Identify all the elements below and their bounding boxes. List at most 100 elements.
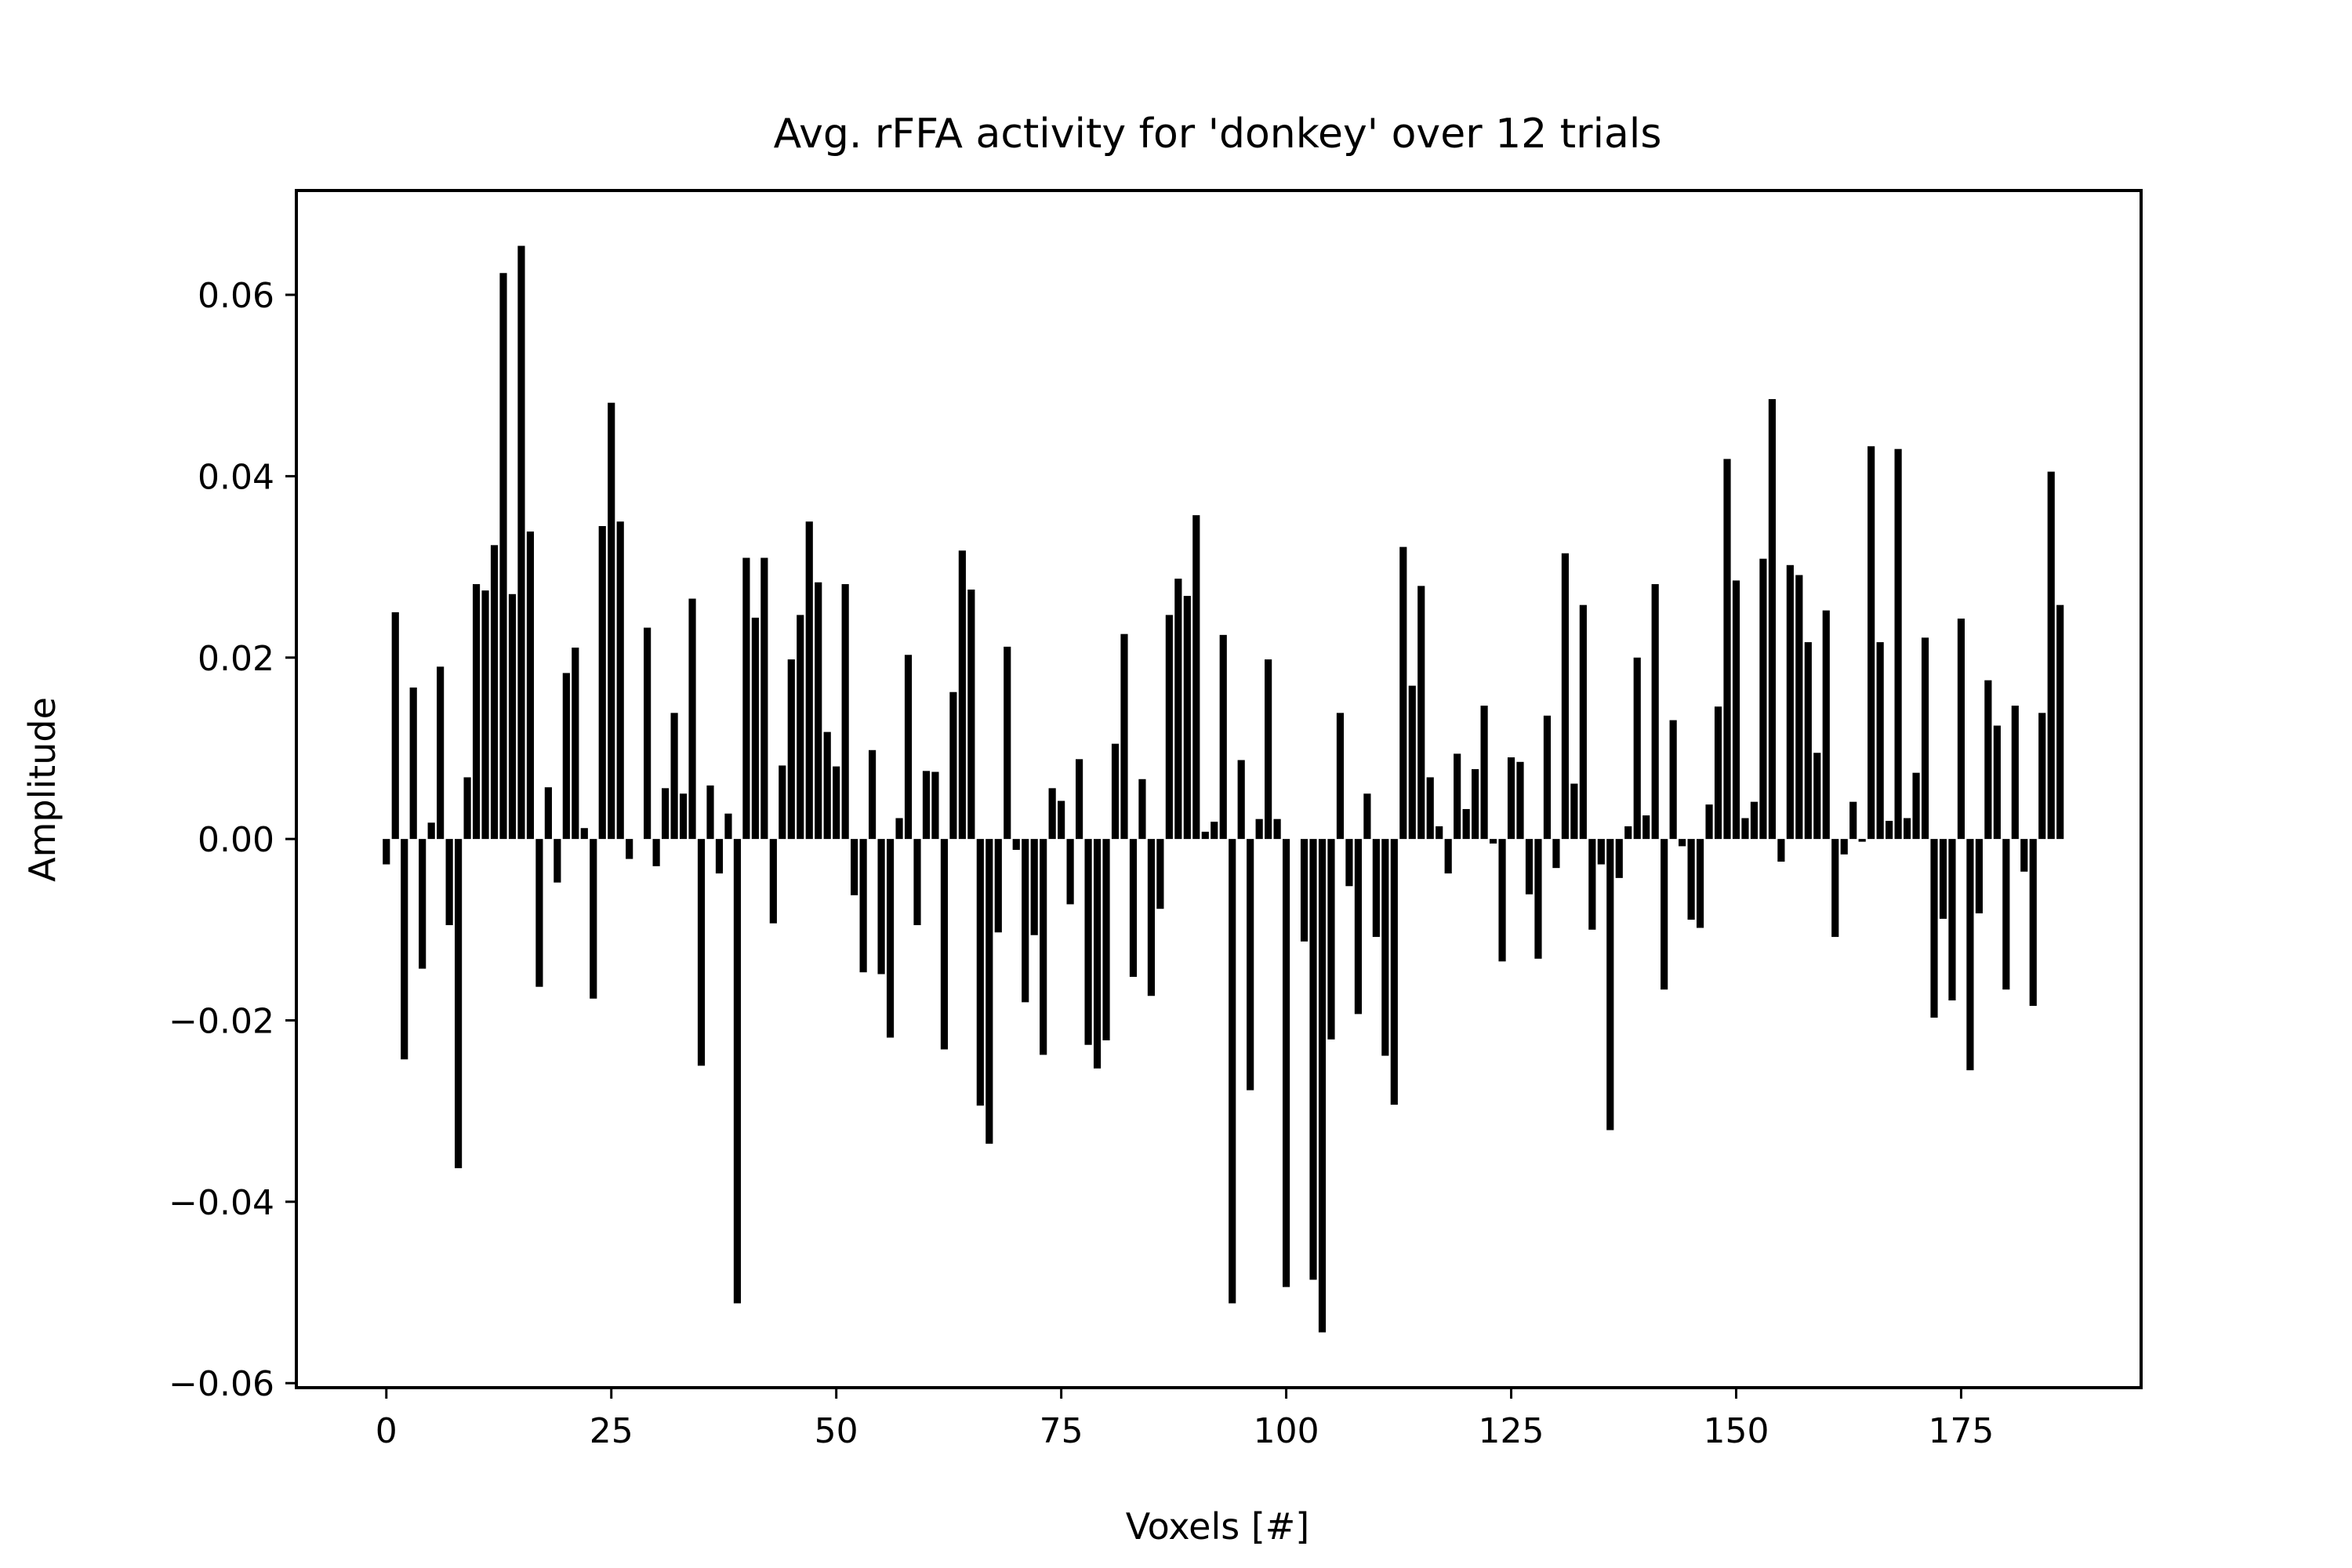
y-tick-label: 0.04	[198, 457, 274, 497]
bar	[1345, 839, 1353, 887]
bar	[409, 687, 417, 840]
bar	[1201, 831, 1209, 840]
bar	[508, 593, 517, 840]
bar	[1390, 839, 1398, 1105]
bar	[851, 839, 858, 895]
bar	[769, 839, 777, 924]
bar	[1768, 399, 1776, 840]
bar	[1436, 826, 1443, 840]
bar	[1661, 839, 1668, 990]
bar	[1588, 839, 1596, 930]
bar	[1354, 839, 1362, 1014]
bar	[1921, 637, 1929, 840]
bar	[652, 839, 660, 866]
bar	[544, 787, 552, 840]
bar	[2038, 713, 2046, 840]
x-tick-label: 100	[1254, 1411, 1319, 1451]
bar	[535, 839, 543, 987]
bar	[1472, 769, 1479, 840]
bar	[1939, 839, 1947, 919]
bar	[1076, 759, 1083, 840]
bar	[1993, 725, 2001, 840]
bar	[1975, 839, 1983, 913]
bar	[1174, 579, 1182, 840]
bar	[1804, 642, 1812, 840]
bar	[662, 788, 670, 840]
x-tick-label: 150	[1703, 1411, 1769, 1451]
bar	[1138, 779, 1146, 840]
bar	[931, 771, 939, 840]
bar	[1318, 839, 1327, 1333]
bar	[1840, 839, 1848, 855]
bar	[1093, 839, 1102, 1069]
bar	[1111, 743, 1120, 840]
bar	[922, 771, 931, 840]
bar	[1237, 760, 1245, 840]
bar	[1265, 659, 1272, 840]
bar	[742, 557, 750, 840]
plot-frame	[295, 189, 2143, 1389]
bar	[2002, 839, 2010, 990]
bar	[1930, 839, 1938, 1018]
bar	[1084, 839, 1092, 1045]
bar	[1372, 839, 1380, 938]
bar	[1399, 546, 1407, 840]
bar	[779, 765, 786, 840]
bar	[481, 590, 489, 840]
bar	[976, 839, 984, 1106]
bar	[1210, 822, 1218, 840]
bar	[1147, 839, 1155, 996]
bar	[1777, 839, 1785, 862]
bar	[598, 526, 606, 840]
bar	[2047, 471, 2055, 840]
bar	[1831, 839, 1839, 938]
y-tick-label: −0.04	[169, 1183, 274, 1223]
bar	[1687, 839, 1695, 920]
bar	[1489, 839, 1497, 844]
bar	[1120, 633, 1128, 840]
bar	[499, 273, 507, 840]
bar	[1966, 839, 1974, 1071]
bar	[1480, 706, 1488, 840]
bars-group	[383, 245, 2064, 1333]
bar	[1624, 826, 1632, 840]
bar	[1309, 839, 1317, 1280]
bar	[1795, 575, 1803, 840]
bar	[472, 584, 481, 840]
bar	[877, 839, 885, 975]
bar	[1615, 839, 1623, 878]
bar	[1534, 839, 1542, 959]
bar	[688, 598, 696, 840]
bar	[1507, 757, 1515, 840]
bar	[805, 521, 813, 840]
bar	[1552, 839, 1560, 869]
bar	[679, 793, 688, 840]
bar	[1030, 839, 1038, 935]
bar	[859, 839, 867, 973]
bar	[724, 813, 732, 840]
bar	[2020, 839, 2028, 872]
bar	[1156, 839, 1164, 909]
y-axis-ticks: −0.06 −0.04 −0.02 0.00 0.02 0.04 0.06	[169, 276, 296, 1404]
bar	[751, 617, 759, 840]
bar	[517, 245, 525, 840]
x-tick-label: 175	[1928, 1411, 1994, 1451]
bar	[1894, 448, 1902, 840]
bar	[1426, 777, 1434, 840]
bar	[1723, 459, 1731, 840]
bar	[697, 839, 706, 1066]
bar	[445, 839, 453, 926]
bar	[1606, 839, 1614, 1131]
bar	[1165, 615, 1173, 840]
bar	[419, 839, 426, 969]
bar	[1948, 839, 1956, 1001]
chart-title: Avg. rFFA activity for 'donkey' over 12 …	[774, 111, 1662, 158]
y-tick-label: 0.06	[198, 276, 274, 316]
bar	[670, 713, 678, 840]
bar	[1642, 815, 1650, 840]
bar	[895, 818, 903, 840]
bar	[572, 648, 579, 840]
bar	[1498, 839, 1506, 962]
bar	[1022, 839, 1029, 1003]
